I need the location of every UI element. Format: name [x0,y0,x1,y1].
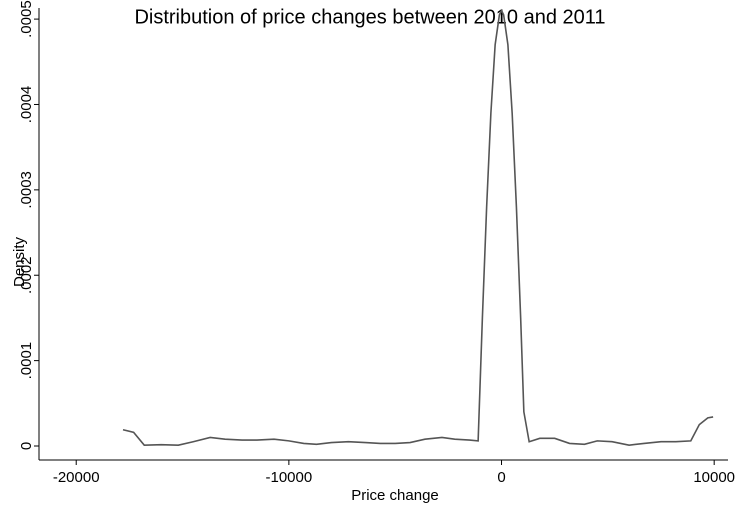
x-tick-label: -10000 [266,469,313,486]
x-tick-label: -20000 [53,469,100,486]
y-tick-label: 0 [18,442,35,450]
y-tick-label: .0003 [18,171,35,209]
y-tick-label: .0004 [18,86,35,124]
density-line [122,8,714,446]
y-tick-label: .0002 [18,256,35,294]
y-axis-label: Density [11,236,28,287]
x-axis-label: Price change [351,487,439,504]
x-tick-label: 10000 [693,469,735,486]
x-tick-label: 0 [497,469,505,486]
y-tick-label: .0005 [18,0,35,38]
y-tick-label: .0001 [18,342,35,380]
chart-title: Distribution of price changes between 20… [134,6,605,28]
